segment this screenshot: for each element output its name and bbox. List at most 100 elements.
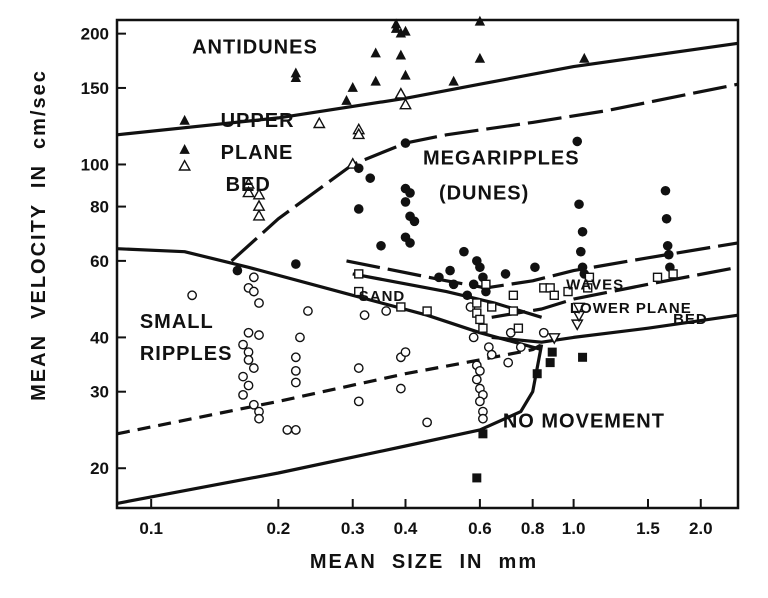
filled-square-point xyxy=(532,369,542,379)
open-square-point xyxy=(478,323,488,333)
region-label: SMALL xyxy=(140,311,214,333)
filled-circle-point xyxy=(405,238,415,248)
filled-circle-point xyxy=(500,269,511,279)
open-circle-point xyxy=(422,417,433,428)
x-tick-label: 2.0 xyxy=(689,519,713,538)
open-circle-point xyxy=(187,290,198,301)
open-circle-point xyxy=(471,374,482,385)
open-square-point xyxy=(513,323,524,333)
open-triangle-down-point xyxy=(570,319,584,331)
filled-triangle-point xyxy=(448,75,459,86)
filled-circle-point xyxy=(572,136,583,147)
filled-circle-point xyxy=(662,240,673,251)
filled-circle-point xyxy=(660,185,671,196)
region-label: PLANE xyxy=(221,142,294,164)
open-circle-point xyxy=(303,306,313,316)
filled-circle-point xyxy=(530,262,540,273)
x-tick-label: 0.1 xyxy=(139,519,163,538)
open-circle-point xyxy=(468,332,479,343)
boundary-line xyxy=(116,41,739,137)
boundary-line xyxy=(491,265,739,319)
filled-circle-point xyxy=(462,290,473,301)
filled-circle-point xyxy=(405,188,415,198)
filled-triangle-point xyxy=(341,94,352,105)
y-axis-title: MEAN VELOCITY IN cm/sec xyxy=(28,69,50,401)
open-circle-point xyxy=(474,396,485,407)
filled-triangle-point xyxy=(179,114,190,125)
region-label: MEGARIPPLES xyxy=(423,147,580,169)
filled-circle-point xyxy=(291,259,301,269)
filled-triangle-point xyxy=(370,47,381,58)
filled-circle-point xyxy=(577,226,588,237)
open-triangle-point xyxy=(352,127,366,140)
region-label: RIPPLES xyxy=(140,343,233,365)
filled-triangle-point xyxy=(400,69,411,80)
open-square-point xyxy=(422,306,432,316)
open-square-point xyxy=(668,269,678,279)
filled-triangle-point xyxy=(400,25,411,36)
open-square-point xyxy=(583,283,593,293)
boundary-line xyxy=(491,313,739,344)
open-triangle-point xyxy=(312,116,326,129)
y-tick-label: 40 xyxy=(90,328,109,347)
open-square-point xyxy=(354,269,364,279)
filled-square-point xyxy=(545,358,555,368)
filled-circle-point xyxy=(353,204,364,214)
filled-circle-point xyxy=(576,246,586,257)
boundary-line xyxy=(230,82,739,263)
filled-triangle-point xyxy=(390,23,402,33)
open-square-point xyxy=(487,302,497,312)
open-circle-point xyxy=(254,413,264,424)
filled-triangle-point xyxy=(370,75,381,86)
data-points xyxy=(178,15,678,483)
open-triangle-down-point xyxy=(572,302,586,315)
open-circle-point xyxy=(503,357,514,368)
open-circle-point xyxy=(254,330,264,340)
filled-circle-point xyxy=(445,265,455,276)
open-square-point xyxy=(354,286,364,297)
open-square-point xyxy=(508,290,519,300)
y-tick-label: 200 xyxy=(81,25,109,44)
filled-circle-point xyxy=(481,286,491,297)
open-circle-point xyxy=(248,363,259,373)
filled-circle-point xyxy=(365,173,376,183)
filled-triangle-point xyxy=(579,52,590,63)
filled-square-point xyxy=(472,473,482,483)
x-tick-label: 0.3 xyxy=(341,519,365,538)
filled-circle-point xyxy=(400,197,411,207)
open-circle-point xyxy=(474,365,485,376)
filled-triangle-point xyxy=(347,81,358,92)
region-label: LOWER PLANE xyxy=(570,300,692,317)
region-label: NO MOVEMENT xyxy=(503,411,665,433)
filled-circle-point xyxy=(376,240,386,251)
region-labels: ANTIDUNES UPPER PLANE BED MEGARIPPLES (DUNES)… xyxy=(140,37,707,433)
filled-circle-point xyxy=(232,265,243,276)
open-triangle-down-point xyxy=(547,333,561,345)
y-tick-label: 30 xyxy=(90,383,109,402)
filled-circle-point xyxy=(353,163,364,174)
open-triangle-point xyxy=(394,87,408,99)
open-circle-point xyxy=(282,425,293,435)
open-square-point xyxy=(549,290,559,300)
filled-circle-point xyxy=(434,272,444,283)
x-tick-label: 0.4 xyxy=(394,519,418,538)
open-circle-point xyxy=(248,272,259,283)
filled-square-point xyxy=(578,352,588,362)
open-square-point xyxy=(481,279,491,289)
y-tick-label: 80 xyxy=(90,198,109,217)
open-circle-point xyxy=(248,399,259,410)
x-tick-label: 0.8 xyxy=(521,519,545,538)
plot-frame xyxy=(115,18,740,510)
x-tick-label: 1.0 xyxy=(562,519,586,538)
open-square-point xyxy=(508,306,519,316)
open-triangle-point xyxy=(252,209,266,221)
open-circle-point xyxy=(400,347,411,358)
open-square-point xyxy=(396,302,406,312)
open-circle-point xyxy=(243,327,254,338)
open-circle-point xyxy=(486,349,497,360)
open-circle-point xyxy=(515,342,526,352)
y-tick-label: 100 xyxy=(81,155,109,174)
region-label: UPPER xyxy=(221,110,295,132)
open-circle-point xyxy=(290,377,301,388)
filled-triangle-point xyxy=(290,72,302,83)
